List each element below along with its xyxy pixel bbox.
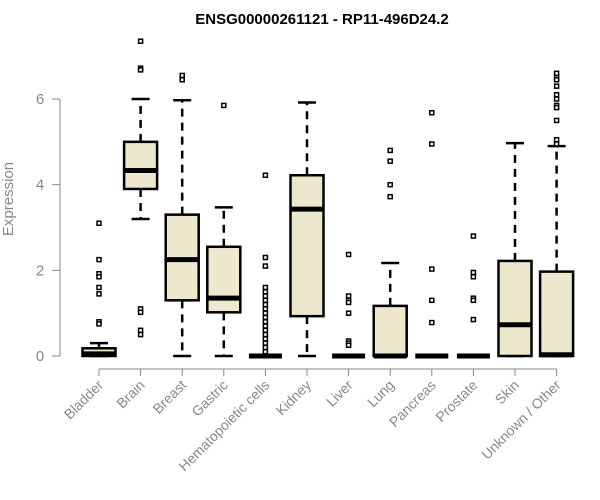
outlier-point [262, 306, 269, 312]
outlier-point [179, 76, 185, 83]
outlier-point [345, 342, 352, 349]
outlier-point [553, 70, 560, 77]
box-skin [497, 141, 533, 358]
outlier-point [262, 340, 269, 346]
outlier-point [387, 193, 393, 200]
outlier-point [137, 67, 144, 73]
outlier-point [470, 269, 477, 276]
outlier-point [262, 263, 269, 269]
x-tick-label: Skin [492, 377, 523, 408]
outlier-point [553, 141, 560, 147]
outlier-point [96, 284, 102, 291]
outlier-point [470, 297, 477, 304]
outlier-point [345, 293, 352, 299]
box-iqr [497, 259, 533, 358]
box-liver [332, 251, 366, 359]
outlier-point [387, 158, 393, 164]
y-tick-label: 2 [36, 262, 44, 279]
outlier-point [137, 331, 144, 338]
outlier-point [345, 299, 352, 306]
x-tick-label: Breast [149, 377, 189, 417]
outlier-point [262, 284, 269, 291]
box-iqr [206, 245, 242, 314]
box-bladder [81, 220, 117, 358]
outlier-point [96, 256, 102, 263]
outlier-point [262, 310, 269, 316]
outlier-point [470, 274, 477, 280]
y-tick-label: 0 [36, 348, 44, 365]
outlier-point [470, 316, 477, 323]
outlier-point [262, 301, 269, 308]
box-iqr [289, 174, 325, 318]
outlier-point [470, 233, 477, 239]
outlier-point [96, 291, 102, 297]
y-tick-label: 6 [36, 91, 44, 108]
x-tick-label: Kidney [273, 377, 315, 419]
outlier-point [262, 331, 269, 338]
outlier-point [262, 297, 269, 304]
box-hematopoietic-cells [248, 172, 282, 359]
outlier-point [553, 96, 560, 102]
outlier-point [553, 76, 560, 83]
y-axis-label: Expression [0, 162, 17, 236]
box-iqr [538, 270, 575, 358]
outlier-point [553, 117, 560, 124]
box-gastric [206, 102, 242, 358]
box-iqr [372, 304, 408, 358]
x-tick-label: Liver [323, 377, 356, 410]
box-kidney [289, 101, 325, 358]
outlier-point [262, 348, 269, 355]
outlier-point [96, 220, 102, 226]
x-tick-label: Lung [364, 377, 397, 410]
outlier-point [345, 251, 352, 258]
outlier-point [553, 83, 560, 89]
box-unknown-other [538, 70, 575, 358]
outlier-point [137, 309, 144, 316]
outlier-point [262, 327, 269, 334]
outlier-point [262, 344, 269, 351]
box-lung [372, 147, 408, 359]
box-prostate [456, 233, 490, 359]
box-pancreas [415, 109, 449, 359]
outlier-point [429, 109, 435, 116]
chart-title: ENSG00000261121 - RP11-496D24.2 [195, 11, 449, 28]
x-tick-label: Brain [113, 377, 147, 411]
outlier-point [262, 254, 269, 261]
outlier-point [553, 91, 560, 98]
outlier-point [262, 289, 269, 295]
outlier-point [137, 38, 144, 44]
outlier-point [262, 314, 269, 321]
outlier-point [179, 72, 185, 79]
outlier-point [262, 293, 269, 299]
outlier-point [137, 327, 144, 334]
x-tick-label: Prostate [432, 377, 480, 425]
outlier-point [96, 274, 102, 280]
outlier-point [262, 318, 269, 325]
outlier-point [429, 319, 435, 326]
outlier-point [345, 310, 352, 316]
outlier-point [262, 172, 269, 179]
outlier-point [429, 266, 435, 272]
outlier-point [221, 102, 227, 109]
outlier-point [96, 321, 102, 327]
outlier-point [387, 147, 393, 154]
box-brain [122, 38, 159, 338]
outlier-point [387, 181, 393, 188]
outlier-point [262, 323, 269, 329]
outlier-point [262, 336, 269, 342]
outlier-point [429, 297, 435, 304]
y-tick-label: 4 [36, 177, 44, 194]
outlier-point [429, 141, 435, 147]
outlier-point [553, 136, 560, 143]
x-tick-label: Unknown / Other [478, 377, 564, 463]
box-iqr [122, 140, 159, 191]
box-breast [164, 72, 200, 358]
outlier-point [553, 104, 560, 111]
x-tick-label: Bladder [61, 377, 107, 423]
